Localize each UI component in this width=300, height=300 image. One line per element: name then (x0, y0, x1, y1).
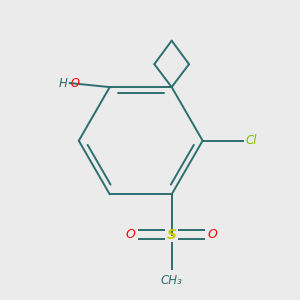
Text: CH₃: CH₃ (161, 274, 183, 287)
Text: O: O (67, 76, 80, 90)
Text: H: H (58, 76, 67, 90)
Text: O: O (208, 228, 218, 241)
Text: O: O (126, 228, 136, 241)
Text: S: S (167, 228, 177, 242)
Text: Cl: Cl (245, 134, 257, 147)
